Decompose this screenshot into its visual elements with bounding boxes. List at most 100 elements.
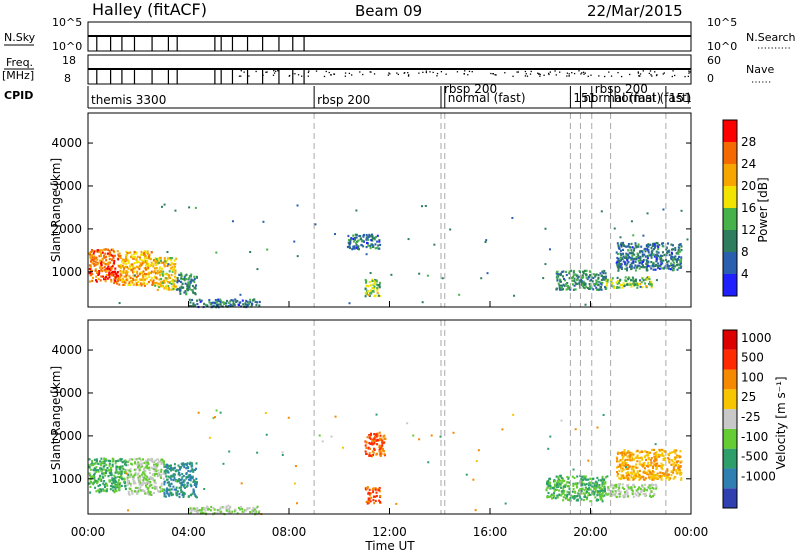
echo-pixel bbox=[140, 459, 142, 462]
echo-pixel bbox=[632, 260, 635, 263]
echo-pixel bbox=[600, 492, 603, 496]
echo-pixel bbox=[650, 286, 653, 289]
echo-pixel bbox=[172, 281, 175, 284]
echo-pixel bbox=[136, 462, 139, 465]
echo-pixel bbox=[373, 439, 376, 442]
echo-pixel bbox=[150, 251, 153, 254]
nave-point bbox=[517, 71, 520, 73]
echo-pixel bbox=[90, 475, 93, 478]
echo-pixel bbox=[144, 484, 147, 487]
echo-pixel bbox=[180, 478, 183, 481]
echo-pixel bbox=[170, 488, 173, 491]
echo-pixel bbox=[572, 271, 575, 274]
echo-pixel bbox=[666, 267, 669, 270]
echo-pixel bbox=[211, 301, 214, 304]
echo-pixel bbox=[235, 299, 238, 302]
echo-pixel bbox=[182, 480, 185, 484]
echo-pixel bbox=[611, 490, 614, 493]
echo-pixel bbox=[642, 465, 645, 468]
echo-pixel bbox=[143, 255, 146, 258]
echo-pixel bbox=[568, 270, 571, 273]
echo-pixel bbox=[95, 275, 98, 278]
echo-pixel bbox=[566, 495, 568, 498]
echo-pixel bbox=[622, 255, 625, 258]
echo-pixel bbox=[95, 279, 97, 282]
echo-scatter bbox=[513, 294, 516, 297]
echo-pixel bbox=[582, 286, 585, 289]
echo-scatter bbox=[160, 205, 163, 208]
echo-pixel bbox=[114, 270, 116, 273]
echo-pixel bbox=[132, 267, 135, 270]
echo-pixel bbox=[627, 488, 630, 491]
echo-pixel bbox=[121, 260, 123, 263]
echo-pixel bbox=[562, 485, 565, 488]
echo-pixel bbox=[137, 266, 139, 269]
echo-pixel bbox=[157, 458, 159, 461]
y-tick-label: 2000 bbox=[51, 429, 82, 443]
echo-pixel bbox=[592, 288, 595, 291]
echo-scatter bbox=[212, 417, 215, 420]
echo-pixel bbox=[132, 278, 135, 281]
nave-point bbox=[549, 71, 551, 73]
echo-pixel bbox=[150, 272, 153, 275]
echo-pixel bbox=[628, 277, 631, 280]
echo-scatter bbox=[197, 411, 200, 414]
cpid-segment-label: 151 bbox=[669, 91, 692, 105]
echo-pixel bbox=[652, 483, 655, 487]
echo-pixel bbox=[366, 241, 368, 245]
nave-point bbox=[436, 72, 439, 75]
echo-pixel bbox=[582, 492, 585, 495]
echo-pixel bbox=[123, 477, 126, 481]
echo-pixel bbox=[678, 250, 681, 253]
nave-point bbox=[590, 74, 592, 76]
echo-pixel bbox=[163, 495, 166, 498]
echo-pixel bbox=[166, 259, 169, 262]
echo-pixel bbox=[566, 282, 569, 285]
echo-pixel bbox=[219, 512, 222, 515]
echo-pixel bbox=[199, 300, 202, 303]
echo-pixel bbox=[599, 286, 602, 289]
echo-pixel bbox=[374, 435, 377, 438]
echo-pixel bbox=[149, 471, 151, 474]
echo-pixel bbox=[666, 265, 669, 268]
echo-scatter bbox=[441, 277, 444, 280]
echo-pixel bbox=[175, 469, 178, 472]
echo-pixel bbox=[617, 489, 620, 492]
echo-pixel bbox=[650, 246, 653, 250]
echo-scatter bbox=[264, 412, 267, 415]
echo-pixel bbox=[627, 450, 630, 453]
echo-pixel bbox=[647, 451, 649, 454]
echo-pixel bbox=[603, 486, 606, 489]
echo-scatter bbox=[485, 239, 488, 242]
echo-pixel bbox=[637, 259, 640, 262]
echo-pixel bbox=[673, 457, 676, 461]
echo-pixel bbox=[145, 478, 148, 481]
echo-pixel bbox=[562, 492, 565, 495]
echo-pixel bbox=[162, 261, 165, 264]
echo-pixel bbox=[662, 259, 665, 262]
echo-pixel bbox=[175, 493, 178, 497]
echo-pixel bbox=[625, 252, 628, 255]
nave-point bbox=[396, 72, 398, 74]
echo-pixel bbox=[217, 300, 220, 303]
nave-point bbox=[571, 72, 573, 74]
echo-pixel bbox=[647, 476, 650, 479]
echo-pixel bbox=[674, 452, 677, 455]
echo-pixel bbox=[97, 261, 100, 264]
echo-pixel bbox=[620, 253, 623, 257]
echo-pixel bbox=[647, 453, 650, 456]
echo-pixel bbox=[674, 248, 677, 252]
echo-pixel bbox=[165, 284, 168, 287]
echo-pixel bbox=[376, 291, 379, 295]
echo-pixel bbox=[649, 254, 652, 257]
echo-pixel bbox=[174, 262, 177, 266]
echo-pixel bbox=[113, 254, 116, 257]
echo-pixel bbox=[618, 281, 621, 284]
cpid-segment-label: normal (fast) bbox=[448, 91, 526, 105]
echo-pixel bbox=[379, 438, 382, 442]
echo-pixel bbox=[627, 261, 630, 264]
echo-pixel bbox=[590, 279, 593, 282]
echo-pixel bbox=[556, 279, 559, 282]
echo-pixel bbox=[178, 287, 181, 290]
echo-pixel bbox=[151, 262, 154, 265]
